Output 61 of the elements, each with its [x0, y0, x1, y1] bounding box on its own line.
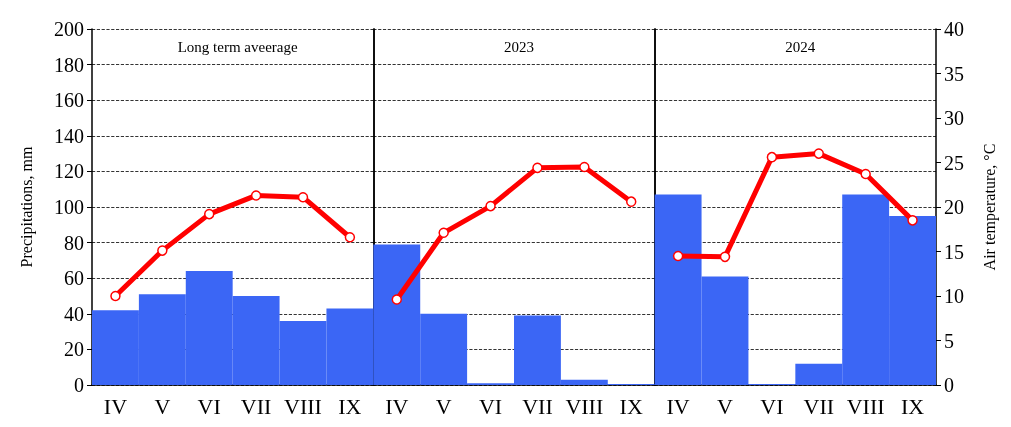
annotation: 2023 [504, 38, 534, 55]
y2-tick-label: 10 [944, 285, 964, 307]
point [203, 208, 215, 220]
x-tick-label: VII [803, 393, 835, 419]
y-tick-label: 140 [54, 124, 84, 147]
x-tick-label: VII [522, 393, 553, 419]
y-tick-label: 180 [54, 53, 84, 76]
point [157, 245, 168, 256]
annotation: 2024 [785, 38, 816, 55]
point [907, 215, 918, 226]
x-tick-label: IV [385, 393, 409, 419]
y-tick-label: 60 [64, 267, 84, 290]
y2-tick-label: 5 [944, 329, 954, 352]
y-axis-title: Precipitations, mm [17, 146, 36, 268]
x-tick-label: VI [760, 393, 784, 419]
point [344, 232, 356, 243]
point [532, 162, 543, 174]
point [860, 168, 871, 180]
x-tick-label: VIII [565, 393, 604, 419]
point [719, 251, 731, 263]
y-tick-label: 120 [54, 160, 84, 183]
x-tick-label: V [154, 393, 171, 419]
y2-tick-label: 15 [944, 240, 964, 263]
y2-tick-label: 0 [944, 374, 954, 396]
point [625, 196, 637, 207]
point [766, 151, 778, 163]
x-tick-label: V [435, 393, 452, 419]
y2-tick-label: 25 [944, 151, 964, 174]
x-tick-label: IX [619, 393, 643, 419]
x-tick-label: V [717, 393, 734, 419]
y2-tick-label: 30 [944, 107, 964, 129]
x-tick-label: IX [338, 393, 362, 419]
y-tick-label: 100 [54, 196, 84, 218]
y-tick-label: 160 [54, 89, 84, 112]
point [297, 191, 309, 203]
x-tick-label: VIII [284, 393, 322, 419]
x-tick-label: VI [478, 393, 503, 419]
y2-axis-title: Air temperature, °C [980, 143, 999, 271]
point [250, 190, 262, 201]
x-tick-label: IX [900, 393, 925, 419]
y-tick-label: 40 [64, 302, 84, 325]
point [110, 290, 121, 302]
y-tick-label: 200 [54, 18, 84, 40]
x-tick-label: IV [666, 393, 690, 419]
y-tick-label: 20 [64, 338, 84, 361]
y-tick-label: 0 [74, 374, 84, 396]
point [391, 294, 403, 305]
point [485, 200, 496, 212]
y-tick-label: 80 [64, 231, 84, 254]
point [438, 227, 449, 239]
x-tick-label: VII [240, 393, 272, 419]
x-tick-label: VIII [846, 393, 885, 419]
point [579, 161, 590, 173]
x-tick-label: IV [103, 393, 128, 419]
annotation: Long term aveerage [177, 38, 298, 55]
x-tick-label: VI [197, 393, 221, 419]
y2-tick-label: 35 [944, 62, 964, 85]
point [813, 148, 825, 159]
y2-tick-label: 40 [944, 18, 964, 40]
point [672, 250, 684, 262]
y2-tick-label: 20 [944, 196, 964, 218]
